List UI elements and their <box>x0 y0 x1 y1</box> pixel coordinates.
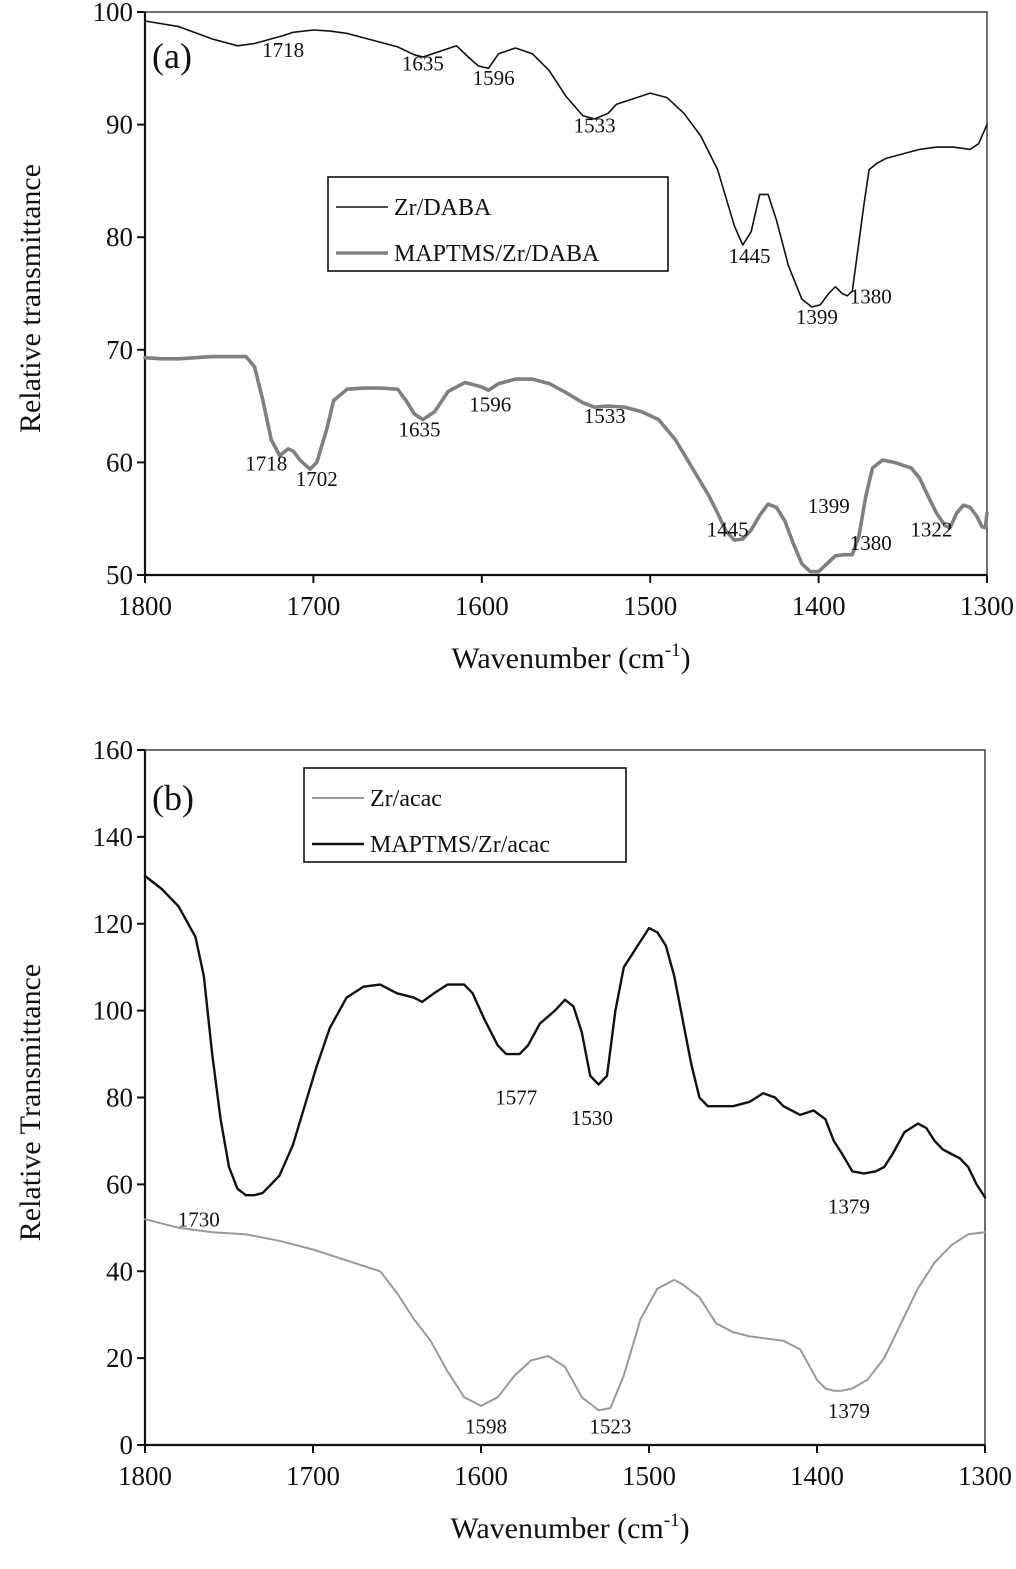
peak-label: 1380 <box>850 531 892 555</box>
y-tick-label: 20 <box>106 1343 133 1373</box>
peak-label: 1718 <box>245 451 287 475</box>
peak-label: 1718 <box>262 38 304 62</box>
y-tick-label: 60 <box>106 447 133 477</box>
x-axis-title-superscript: -1 <box>664 1510 680 1531</box>
peak-label: 1596 <box>473 66 515 90</box>
peak-label: 1598 <box>465 1414 507 1438</box>
x-axis-title-end: ) <box>680 1512 690 1545</box>
y-tick-label: 60 <box>106 1169 133 1199</box>
y-tick-label: 90 <box>106 110 133 140</box>
x-tick-label: 1600 <box>454 1461 508 1491</box>
peak-label: 1533 <box>574 113 616 137</box>
peak-label: 1445 <box>729 244 771 268</box>
y-tick-label: 100 <box>93 0 134 27</box>
peak-label: 1445 <box>707 518 749 542</box>
peak-label: 1577 <box>495 1085 537 1109</box>
panel-label: (b) <box>152 778 194 818</box>
peak-label: 1379 <box>828 1194 870 1218</box>
y-tick-label: 80 <box>106 1083 133 1113</box>
legend-label: Zr/DABA <box>394 195 492 221</box>
x-axis-title-main: Wavenumber (cm <box>451 642 664 675</box>
y-tick-label: 0 <box>120 1430 134 1460</box>
chart-panel-b: 1800 1700 1600 1500 1400 1300 0 20 40 60 80 100 120 1… <box>14 735 1012 1545</box>
y-tick-label: 40 <box>106 1256 133 1286</box>
peak-label: 1379 <box>828 1399 870 1423</box>
x-tick-label: 1800 <box>118 1461 172 1491</box>
x-tick-label: 1700 <box>286 591 340 621</box>
peak-label: 1399 <box>808 494 850 518</box>
peak-label: 1530 <box>571 1106 613 1130</box>
x-tick-label: 1500 <box>622 1461 676 1491</box>
x-tick-label: 1400 <box>790 1461 844 1491</box>
x-tick-label: 1300 <box>960 591 1014 621</box>
legend-label: MAPTMS/Zr/DABA <box>394 241 600 267</box>
series-line-1 <box>144 1218 986 1412</box>
y-axis-title: Relative Transmittance <box>14 964 47 1241</box>
peak-label: 1380 <box>850 285 892 309</box>
peak-label: 1730 <box>178 1208 220 1232</box>
y-tick-label: 50 <box>106 560 133 590</box>
x-tick-label: 1700 <box>286 1461 340 1491</box>
legend-box <box>303 767 627 863</box>
peak-label: 1635 <box>402 52 444 76</box>
peak-label: 1596 <box>469 393 511 417</box>
x-tick-label: 1600 <box>455 591 509 621</box>
series-line-2 <box>143 874 987 1199</box>
y-tick-label: 140 <box>93 822 134 852</box>
legend: Zr/acac MAPTMS/Zr/acac <box>303 767 627 863</box>
peak-label: 1702 <box>296 467 338 491</box>
chart-panel-a: 1800 1700 1600 1500 1400 1300 50 60 70 80 90 100 171… <box>14 0 1014 675</box>
peak-label: 1523 <box>589 1414 631 1438</box>
x-tick-label: 1500 <box>623 591 677 621</box>
series-line-2 <box>143 354 989 574</box>
legend-label: MAPTMS/Zr/acac <box>370 832 550 858</box>
x-axis-title: Wavenumber (cm-1) <box>450 1510 689 1545</box>
x-axis-title-superscript: -1 <box>665 640 681 661</box>
y-tick-label: 70 <box>106 335 133 365</box>
y-tick-label: 100 <box>93 996 134 1026</box>
legend: Zr/DABA MAPTMS/Zr/DABA <box>327 176 669 272</box>
y-tick-label: 120 <box>93 909 134 939</box>
series-line-1 <box>144 20 988 308</box>
legend-label: Zr/acac <box>370 786 442 812</box>
x-axis-title: Wavenumber (cm-1) <box>451 640 690 675</box>
y-tick-label: 160 <box>93 735 134 765</box>
peak-label: 1533 <box>584 404 626 428</box>
peak-label: 1399 <box>796 305 838 329</box>
x-axis-title-main: Wavenumber (cm <box>450 1512 663 1545</box>
y-tick-label: 80 <box>106 222 133 252</box>
x-axis-title-end: ) <box>681 642 691 675</box>
legend-box <box>327 176 669 272</box>
x-tick-label: 1800 <box>118 591 172 621</box>
x-tick-label: 1400 <box>792 591 846 621</box>
x-tick-label: 1300 <box>958 1461 1012 1491</box>
peak-label: 1635 <box>398 418 440 442</box>
peak-label: 1322 <box>910 518 952 542</box>
y-axis-title: Relative transmittance <box>14 164 47 433</box>
panel-label: (a) <box>152 36 192 76</box>
